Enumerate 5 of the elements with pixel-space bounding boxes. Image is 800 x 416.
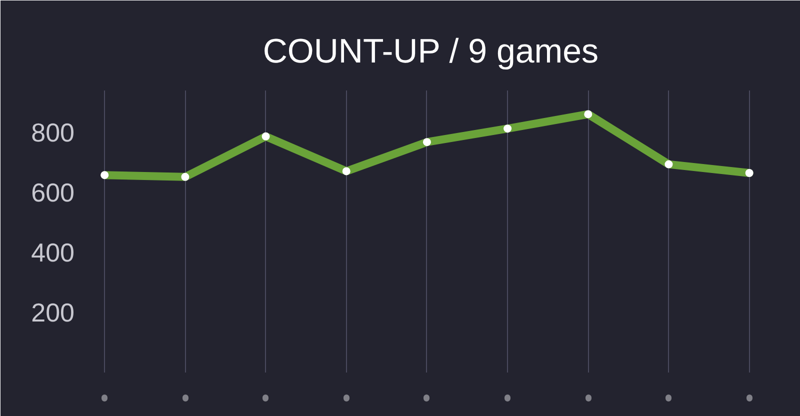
y-tick-label: 400: [31, 238, 75, 268]
y-tick-label: 800: [31, 118, 75, 148]
y-tick-label: 600: [31, 178, 75, 208]
chart-title: COUNT-UP / 9 games: [262, 32, 599, 70]
y-tick-label: 200: [31, 298, 75, 328]
